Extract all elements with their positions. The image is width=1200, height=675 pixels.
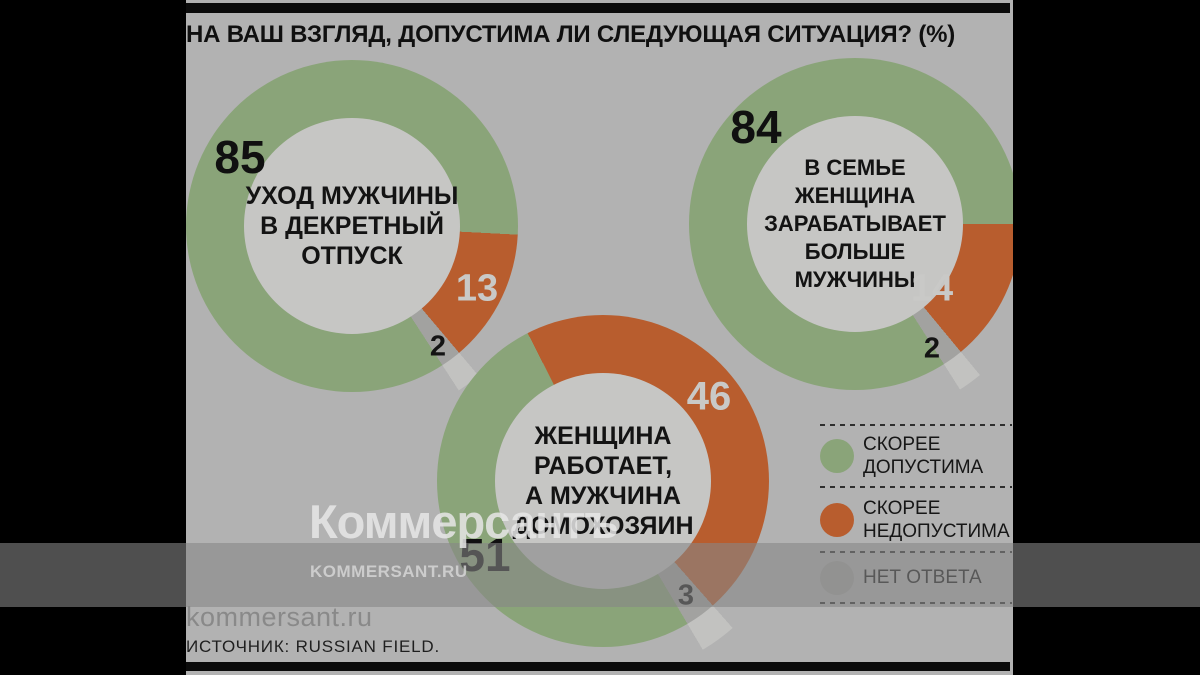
- donut-house-husband: ЖЕНЩИНА РАБОТАЕТ, А МУЖЧИНА ДОМОХОЗЯИН: [407, 285, 799, 675]
- legend-divider: [820, 486, 1012, 488]
- acceptable-swatch-icon: [820, 439, 854, 473]
- value-unacceptable-earns: 14: [910, 267, 954, 310]
- legend-item-acceptable: СКОРЕЕ ДОПУСТИМА: [820, 426, 1012, 486]
- kommersant-logo: Коммерсантъ: [309, 495, 619, 548]
- legend-divider: [820, 424, 1012, 426]
- donut-center-label: ЖЕНЩИНА РАБОТАЕТ, А МУЖЧИНА ДОМОХОЗЯИН: [512, 422, 694, 540]
- donut-hole: [244, 118, 460, 334]
- value-no-answer-earns: 2: [923, 332, 941, 365]
- legend-item-unacceptable: СКОРЕЕ НЕДОПУСТИМА: [820, 488, 1012, 551]
- legend-label: СКОРЕЕ ДОПУСТИМА: [863, 434, 984, 478]
- donut-wife-earns-more: В СЕМЬЕ ЖЕНЩИНА ЗАРАБАТЫВАЕТ БОЛЬШЕ МУЖЧ…: [659, 28, 1013, 420]
- chart-panel: НА ВАШ ВЗГЛЯД, ДОПУСТИМА ЛИ СЛЕДУЮЩАЯ СИ…: [186, 0, 1013, 675]
- donut-hole: [747, 116, 963, 332]
- value-acceptable-earns: 84: [730, 101, 782, 153]
- value-no-answer-decree: 2: [429, 330, 447, 363]
- value-acceptable-decree: 85: [214, 131, 266, 183]
- value-unacceptable-husband: 46: [686, 374, 732, 419]
- donut-center-label: УХОД МУЖЧИНЫ В ДЕКРЕТНЫЙ ОТПУСК: [245, 182, 459, 270]
- source-note: ИСТОЧНИК: RUSSIAN FIELD.: [186, 637, 440, 656]
- top-rule: [186, 3, 1010, 13]
- donut-center-label: В СЕМЬЕ ЖЕНЩИНА ЗАРАБАТЫВАЕТ БОЛЬШЕ МУЖЧ…: [764, 155, 946, 292]
- legend-label: СКОРЕЕ НЕДОПУСТИМА: [863, 497, 1010, 542]
- bottom-rule: [186, 662, 1010, 671]
- value-unacceptable-decree: 13: [455, 267, 499, 310]
- kommersant-url-watermark: KOMMERSANT.RU: [310, 562, 468, 581]
- unacceptable-swatch-icon: [820, 502, 854, 537]
- donut-decree-leave: УХОД МУЖЧИНЫ В ДЕКРЕТНЫЙ ОТПУСК: [186, 30, 548, 422]
- kommersant-corner-watermark: kommersant.ru: [186, 602, 373, 632]
- watermark-band: [0, 543, 1200, 607]
